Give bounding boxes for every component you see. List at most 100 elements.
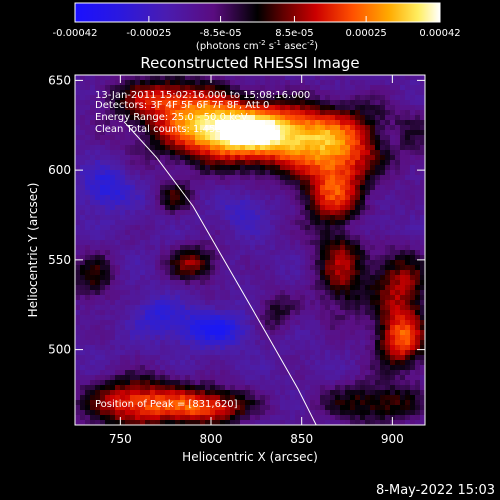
heatmap-cell: [115, 325, 121, 331]
heatmap-cell: [210, 135, 216, 141]
heatmap-cell: [145, 380, 151, 386]
heatmap-cell: [280, 295, 286, 301]
heatmap-cell: [265, 215, 271, 221]
heatmap-cell: [205, 85, 211, 91]
heatmap-cell: [90, 180, 96, 186]
heatmap-cell: [250, 350, 256, 356]
heatmap-cell: [115, 240, 121, 246]
heatmap-cell: [315, 250, 321, 256]
heatmap-cell: [245, 195, 251, 201]
heatmap-cell: [215, 380, 221, 386]
heatmap-cell: [175, 170, 181, 176]
heatmap-cell: [235, 210, 241, 216]
heatmap-cell: [150, 165, 156, 171]
heatmap-cell: [85, 205, 91, 211]
heatmap-cell: [320, 375, 326, 381]
heatmap-cell: [75, 330, 81, 336]
heatmap-cell: [380, 75, 386, 81]
heatmap-cell: [335, 355, 341, 361]
heatmap-cell: [400, 255, 406, 261]
heatmap-cell: [325, 255, 331, 261]
heatmap-cell: [360, 320, 366, 326]
heatmap-cell: [120, 130, 126, 136]
heatmap-cell: [235, 160, 241, 166]
heatmap-cell: [395, 150, 401, 156]
heatmap-cell: [160, 330, 166, 336]
heatmap-cell: [170, 315, 176, 321]
heatmap-cell: [160, 195, 166, 201]
heatmap-cell: [170, 410, 176, 416]
heatmap-cell: [75, 195, 81, 201]
heatmap-cell: [340, 145, 346, 151]
heatmap-cell: [150, 415, 156, 421]
heatmap-cell: [175, 100, 181, 106]
heatmap-cell: [330, 220, 336, 226]
heatmap-cell: [95, 365, 101, 371]
heatmap-cell: [95, 80, 101, 86]
heatmap-cell: [190, 300, 196, 306]
heatmap-cell: [255, 95, 261, 101]
y-tick-label-3: 650: [48, 73, 71, 87]
heatmap-cell: [295, 140, 301, 146]
heatmap-cell: [420, 105, 425, 111]
heatmap-cell: [165, 125, 171, 131]
heatmap-cell: [330, 85, 336, 91]
heatmap-cell: [190, 285, 196, 291]
peak-position-label: Position of Peak = [831,620]: [95, 399, 238, 410]
heatmap-cell: [280, 280, 286, 286]
heatmap-cell: [120, 165, 126, 171]
heatmap-cell: [155, 260, 161, 266]
heatmap-cell: [250, 385, 256, 391]
heatmap-cell: [255, 375, 261, 381]
heatmap-cell: [90, 240, 96, 246]
heatmap-cell: [240, 295, 246, 301]
heatmap-cell: [350, 370, 356, 376]
heatmap-cell: [335, 225, 341, 231]
heatmap-cell: [255, 175, 261, 181]
heatmap-cell: [125, 320, 131, 326]
heatmap-cell: [110, 335, 116, 341]
heatmap-cell: [335, 120, 341, 126]
heatmap-cell: [90, 95, 96, 101]
heatmap-cell: [360, 235, 366, 241]
heatmap-cell: [85, 325, 91, 331]
heatmap-cell: [195, 285, 201, 291]
heatmap-cell: [380, 350, 386, 356]
heatmap-cell: [105, 285, 111, 291]
heatmap-cell: [195, 370, 201, 376]
heatmap-cell: [205, 155, 211, 161]
heatmap-cell: [155, 410, 161, 416]
heatmap-cell: [400, 335, 406, 341]
heatmap-cell: [290, 215, 296, 221]
heatmap-cell: [305, 325, 311, 331]
heatmap-cell: [80, 410, 86, 416]
heatmap-cell: [305, 225, 311, 231]
heatmap-cell: [75, 125, 81, 131]
heatmap-cell: [250, 410, 256, 416]
heatmap-cell: [245, 205, 251, 211]
heatmap-cell: [330, 245, 336, 251]
heatmap-cell: [380, 160, 386, 166]
heatmap-cell: [220, 305, 226, 311]
heatmap-cell: [325, 290, 331, 296]
heatmap-cell: [310, 245, 316, 251]
heatmap-cell: [320, 85, 326, 91]
heatmap-cell: [260, 100, 266, 106]
heatmap-cell: [420, 130, 425, 136]
heatmap-cell: [180, 360, 186, 366]
heatmap-cell: [110, 255, 116, 261]
heatmap-cell: [165, 75, 171, 81]
heatmap-cell: [175, 300, 181, 306]
heatmap-cell: [340, 400, 346, 406]
heatmap-cell: [335, 305, 341, 311]
heatmap-cell: [205, 290, 211, 296]
heatmap-cell: [90, 340, 96, 346]
heatmap-cell: [260, 205, 266, 211]
heatmap-cell: [300, 160, 306, 166]
heatmap-cell: [260, 80, 266, 86]
heatmap-cell: [125, 355, 131, 361]
heatmap-cell: [225, 375, 231, 381]
heatmap-cell: [170, 185, 176, 191]
heatmap-cell: [275, 80, 281, 86]
heatmap-cell: [385, 245, 391, 251]
